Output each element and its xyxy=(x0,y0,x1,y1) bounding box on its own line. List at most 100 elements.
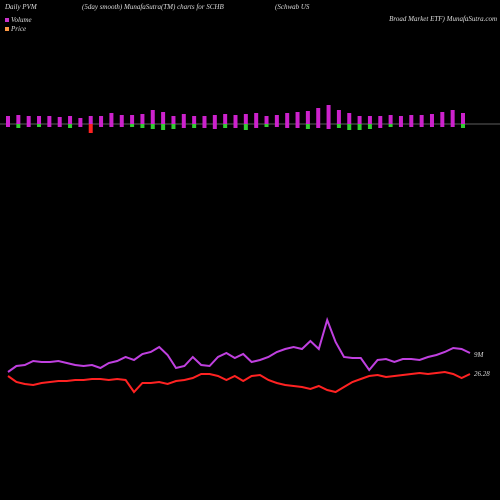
chart-subtitle: (5day smooth) MunafaSutra(TM) charts for… xyxy=(82,3,224,11)
volume-bar xyxy=(26,116,31,124)
volume-bar xyxy=(326,124,331,129)
volume-bar xyxy=(26,124,31,127)
legend-label: Price xyxy=(10,25,26,33)
volume-bar xyxy=(37,124,42,127)
volume-bar xyxy=(254,124,259,128)
volume-bar xyxy=(357,116,362,124)
volume-bar xyxy=(16,115,21,124)
volume-bar xyxy=(6,116,10,124)
volume-bar xyxy=(367,116,372,124)
volume-bar xyxy=(223,114,228,124)
legend-swatch xyxy=(5,27,9,31)
volume-bar xyxy=(109,124,114,127)
volume-bar xyxy=(212,115,217,124)
volume-bar xyxy=(461,124,465,128)
volume-bar xyxy=(388,115,393,124)
volume-bar xyxy=(57,124,62,127)
volume-bar xyxy=(347,124,352,130)
volume-bar xyxy=(202,124,207,128)
volume-bar xyxy=(450,124,455,127)
volume-bar xyxy=(378,124,383,128)
volume-bar xyxy=(119,124,124,127)
volume-bar xyxy=(78,124,83,127)
volume-bar xyxy=(326,105,331,124)
volume-bar xyxy=(130,124,135,127)
volume-bar xyxy=(47,116,52,124)
volume-bar xyxy=(305,124,310,129)
volume-bar xyxy=(409,115,414,124)
volume-bar xyxy=(378,116,383,124)
volume-bar xyxy=(119,115,124,124)
volume-bar xyxy=(347,113,352,124)
volume-bar xyxy=(88,116,93,124)
volume-bar xyxy=(440,124,445,127)
volume-label: 9M xyxy=(474,351,485,359)
volume-bar xyxy=(57,117,62,124)
volume-bar xyxy=(223,124,228,128)
volume-bar xyxy=(99,124,104,127)
volume-bar xyxy=(274,115,279,124)
volume-bar xyxy=(274,124,279,127)
volume-bar xyxy=(68,116,73,124)
volume-bar xyxy=(140,124,145,128)
volume-bar xyxy=(37,116,42,124)
volume-bar xyxy=(78,118,83,124)
volume-bar xyxy=(264,124,269,127)
volume-bar xyxy=(316,108,321,124)
volume-bar xyxy=(357,124,362,130)
volume-bar xyxy=(171,124,176,129)
volume-bar xyxy=(202,116,207,124)
volume-bar xyxy=(140,114,145,124)
volume-bar xyxy=(440,112,445,124)
volume-bar xyxy=(99,116,104,124)
volume-bar xyxy=(47,124,52,127)
volume-bar xyxy=(150,110,155,124)
volume-bar xyxy=(409,124,414,127)
legend-swatch xyxy=(5,18,9,22)
volume-bar xyxy=(450,110,455,124)
volume-bar xyxy=(192,124,197,128)
volume-bar xyxy=(161,112,166,124)
volume-bar xyxy=(150,124,155,129)
volume-bar xyxy=(336,124,341,128)
volume-bar xyxy=(192,116,197,124)
volume-bar xyxy=(316,124,321,128)
volume-bar xyxy=(429,124,434,127)
price-line xyxy=(7,370,471,394)
volume-bar xyxy=(295,124,300,128)
volume-line xyxy=(7,316,471,373)
volume-bar xyxy=(305,111,310,124)
volume-bar xyxy=(130,115,135,124)
volume-bar xyxy=(295,112,300,124)
volume-bar xyxy=(388,124,393,127)
volume-bar xyxy=(429,114,434,124)
volume-bar xyxy=(419,115,424,124)
volume-bar xyxy=(88,124,93,133)
volume-bar xyxy=(212,124,217,129)
volume-bar xyxy=(398,124,403,127)
volume-bar xyxy=(264,116,269,124)
name-line: Broad Market ETF) MunafaSutra.com xyxy=(389,15,497,23)
volume-bar xyxy=(461,113,465,124)
volume-bar xyxy=(68,124,73,128)
volume-bar xyxy=(109,113,114,124)
volume-bar xyxy=(181,124,186,128)
volume-bar xyxy=(16,124,21,128)
volume-bar xyxy=(254,113,259,124)
volume-bar xyxy=(367,124,372,129)
volume-bar xyxy=(233,124,238,128)
volume-bar xyxy=(181,114,186,124)
chart-title: Daily PVM xyxy=(4,3,38,11)
volume-bar xyxy=(285,124,290,128)
legend-label: Volume xyxy=(11,16,32,24)
volume-bar xyxy=(233,115,238,124)
name-line: (Schwab US xyxy=(275,3,310,11)
volume-bar xyxy=(171,116,176,124)
volume-bar xyxy=(243,124,248,130)
volume-bar xyxy=(161,124,166,130)
volume-bar xyxy=(6,124,10,127)
volume-bar xyxy=(336,110,341,124)
volume-bar xyxy=(285,113,290,124)
